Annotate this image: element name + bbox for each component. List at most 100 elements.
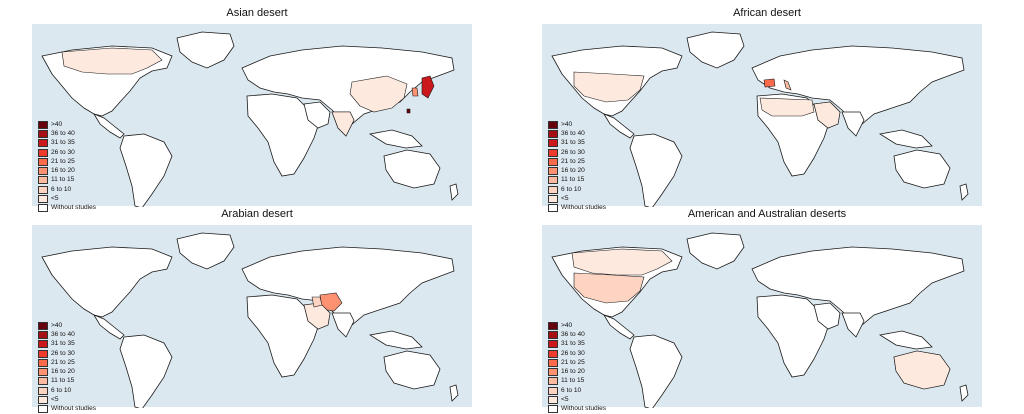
legend-label: 26 to 30 [51, 148, 75, 156]
legend: >40 36 to 40 31 to 35 26 to 30 21 to 25 16 to… [38, 120, 133, 213]
legend-swatch [38, 204, 48, 213]
legend-item: Without studies [38, 204, 133, 213]
legend-label: 16 to 20 [51, 167, 75, 175]
legend-label: 6 to 10 [561, 185, 582, 193]
legend-item: >40 [548, 321, 643, 330]
legend-item: 16 to 20 [38, 166, 133, 176]
legend-item: 6 to 10 [548, 185, 643, 194]
landmass-australia [383, 350, 441, 390]
legend-label: Without studies [561, 405, 607, 413]
landmass-greenland [686, 31, 745, 69]
legend-label: 26 to 30 [51, 349, 75, 357]
legend-label: 26 to 30 [561, 148, 585, 156]
legend-swatch [38, 368, 48, 377]
legend-swatch [548, 139, 558, 148]
legend-item: 11 to 15 [38, 377, 133, 386]
legend-item: 31 to 35 [548, 139, 643, 148]
legend-item: 31 to 35 [38, 340, 133, 349]
landmass-central-america [603, 314, 635, 340]
legend-item: 31 to 35 [548, 340, 643, 349]
landmass-se-asia-islands [368, 330, 423, 350]
legend-item: 26 to 30 [38, 148, 133, 157]
map-panel-african-desert: African desert >40 36 to 40 31 to 35 26 to … [512, 2, 1022, 213]
region-australia [893, 350, 951, 390]
legend-label: 6 to 10 [561, 386, 582, 394]
legend-swatch [548, 129, 558, 138]
landmass-africa [246, 294, 321, 378]
landmass-central-america [93, 314, 125, 340]
legend-item: 11 to 15 [548, 176, 643, 185]
region-japan [421, 75, 435, 99]
region-sahara [759, 97, 815, 117]
legend-label: >40 [561, 120, 573, 128]
legend-swatch [548, 157, 558, 166]
legend: >40 36 to 40 31 to 35 26 to 30 21 to 25 16 to… [38, 321, 133, 414]
region-canada [61, 47, 163, 75]
legend-swatch [548, 386, 558, 395]
legend-label: 11 to 15 [561, 377, 585, 385]
legend-swatch [548, 396, 558, 405]
legend-item: 11 to 15 [38, 176, 133, 185]
legend-item: <5 [38, 194, 133, 204]
panel-title: Arabian desert [221, 208, 293, 220]
legend-item: 36 to 40 [38, 330, 133, 339]
landmass-greenland [176, 232, 235, 270]
legend-swatch [548, 185, 558, 194]
landmass-africa [756, 294, 831, 378]
legend-item: >40 [548, 120, 643, 129]
map-panel-american-australian-deserts: American and Australian deserts >40 36 to… [512, 203, 1022, 414]
legend-item: 16 to 20 [38, 367, 133, 377]
legend-label: 21 to 25 [51, 358, 75, 366]
legend-label: 36 to 40 [561, 129, 585, 137]
legend-swatch [548, 176, 558, 185]
legend-swatch [548, 195, 558, 204]
landmass-north-america [41, 246, 173, 318]
legend-label: >40 [51, 321, 63, 329]
legend-swatch [38, 321, 48, 330]
legend-label: <5 [561, 396, 569, 404]
legend-label: 11 to 15 [561, 176, 585, 184]
legend-item: 36 to 40 [38, 129, 133, 138]
legend-item: 21 to 25 [38, 157, 133, 166]
landmass-new-zealand [959, 183, 969, 201]
legend-swatch [38, 195, 48, 204]
landmass-india [841, 111, 865, 137]
legend-label: <5 [51, 195, 59, 203]
legend-label: 21 to 25 [51, 157, 75, 165]
legend-swatch [548, 120, 558, 129]
legend-item: 21 to 25 [548, 157, 643, 166]
landmass-greenland [176, 31, 235, 69]
legend-swatch [38, 349, 48, 358]
region-italy [783, 79, 792, 91]
landmass-se-asia-islands [878, 330, 933, 350]
legend-item: 36 to 40 [548, 129, 643, 138]
legend-item: >40 [38, 120, 133, 129]
landmass-arabia [813, 302, 841, 330]
legend-label: >40 [561, 321, 573, 329]
landmass-greenland [686, 232, 745, 270]
legend-swatch [38, 377, 48, 386]
legend-swatch [548, 321, 558, 330]
legend-item: >40 [38, 321, 133, 330]
legend-swatch [38, 405, 48, 414]
legend-swatch [38, 167, 48, 176]
landmass-africa [246, 93, 321, 177]
legend: >40 36 to 40 31 to 35 26 to 30 21 to 25 16 to… [548, 120, 643, 213]
landmass-arabia [303, 101, 331, 129]
landmass-australia [893, 149, 951, 189]
legend-swatch [38, 340, 48, 349]
legend-label: 31 to 35 [561, 139, 585, 147]
legend-item: <5 [38, 395, 133, 405]
map-panel-asian-desert: Asian desert >40 36 to 40 31 to 35 26 to 30… [2, 2, 512, 213]
legend-swatch [548, 167, 558, 176]
legend-label: Without studies [51, 405, 97, 413]
legend-label: <5 [561, 195, 569, 203]
legend: >40 36 to 40 31 to 35 26 to 30 21 to 25 16 to… [548, 321, 643, 414]
landmass-new-zealand [959, 384, 969, 402]
legend-label: 31 to 35 [51, 139, 75, 147]
legend-label: 11 to 15 [51, 377, 75, 385]
landmass-central-america [93, 113, 125, 139]
legend-label: 21 to 25 [561, 157, 585, 165]
legend-swatch [38, 358, 48, 367]
region-taiwan [406, 108, 411, 114]
